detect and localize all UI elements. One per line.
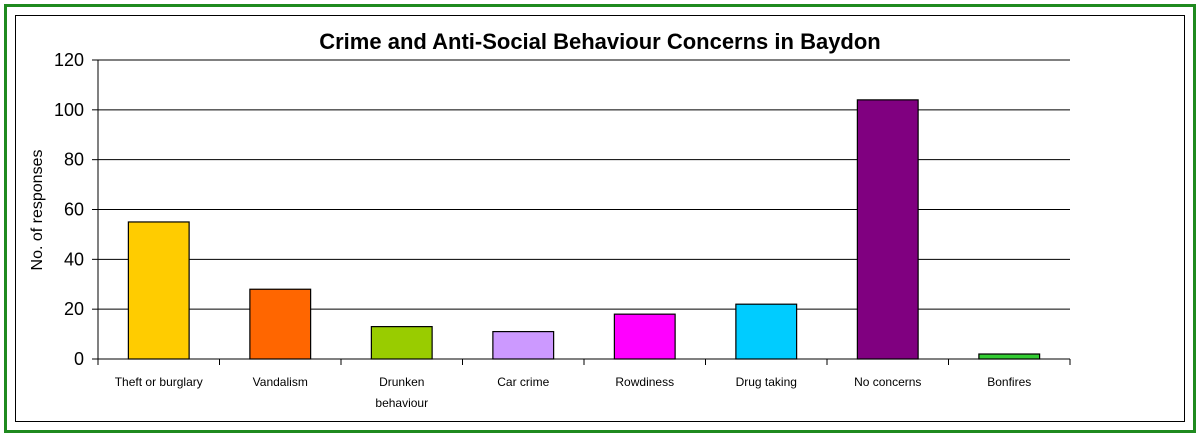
- y-tick-label: 120: [54, 50, 84, 70]
- y-tick-labels: 0 20 40 60 80 100 120: [54, 50, 84, 369]
- bar: [856, 99, 919, 360]
- x-tick-label: Drunken behaviour: [375, 375, 428, 410]
- y-tick-label: 60: [64, 200, 84, 220]
- y-tick-label: 20: [64, 299, 84, 319]
- bar: [613, 313, 676, 360]
- x-tick-label: Drug taking: [736, 375, 797, 389]
- x-tick-label: Vandalism: [253, 375, 308, 389]
- bar: [492, 330, 555, 360]
- chart-title: Crime and Anti-Social Behaviour Concerns…: [319, 29, 881, 54]
- x-tick-label: Theft or burglary: [115, 375, 203, 389]
- x-tick-labels: Theft or burglary Vandalism Drunken behavio…: [115, 375, 1032, 410]
- y-tick-label: 40: [64, 249, 84, 269]
- y-tick-label: 100: [54, 100, 84, 120]
- y-tick-label: 0: [74, 349, 84, 369]
- axes: [92, 59, 1071, 365]
- chart-frame: [4, 4, 1196, 433]
- bar: [249, 288, 312, 360]
- y-axis-label: No. of responses: [29, 150, 46, 271]
- bar: [735, 303, 798, 360]
- x-tick-label: Rowdiness: [615, 375, 674, 389]
- gridlines: [98, 59, 1070, 310]
- bar: [370, 326, 433, 360]
- y-tick-label: 80: [64, 150, 84, 170]
- x-tick-label: Car crime: [497, 375, 549, 389]
- x-tick-label: Bonfires: [987, 375, 1031, 389]
- x-tick-label: No concerns: [854, 375, 921, 389]
- bars: [127, 99, 1041, 360]
- bar: [127, 221, 190, 360]
- bar: [978, 353, 1041, 360]
